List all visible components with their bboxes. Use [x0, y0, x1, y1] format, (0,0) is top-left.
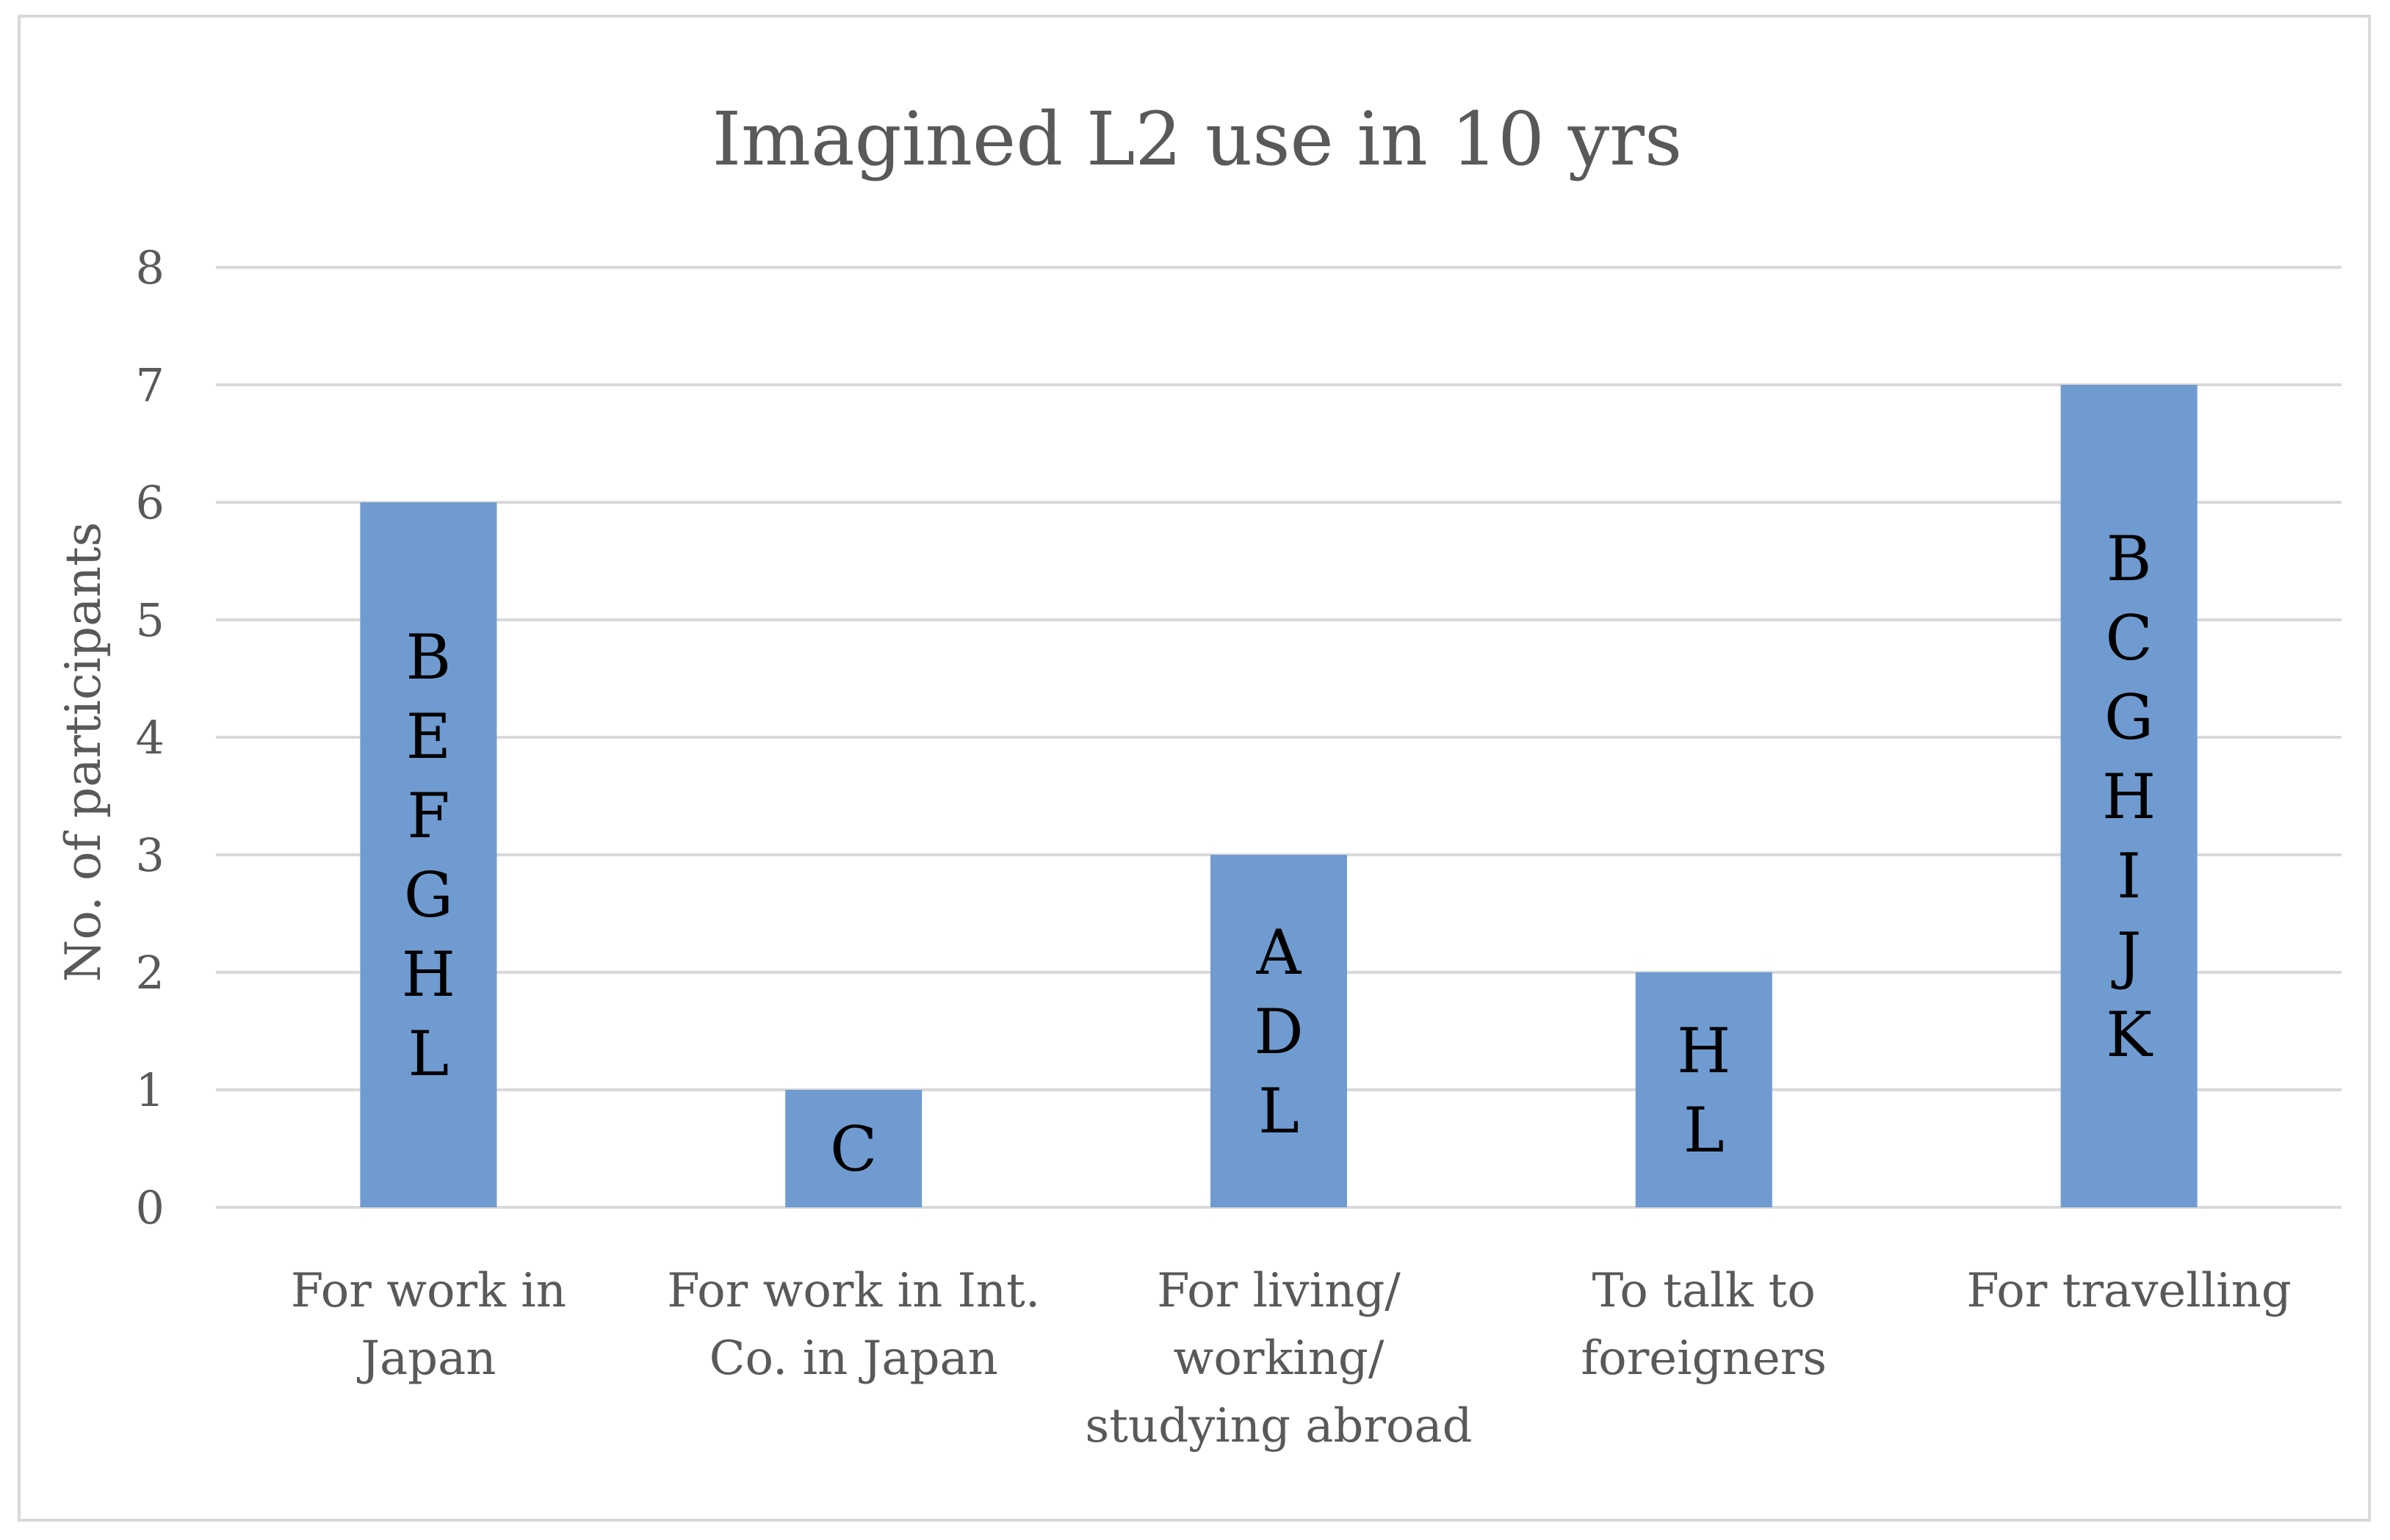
bar-letter-label: D: [1254, 996, 1303, 1068]
bar-letter-label: E: [406, 701, 451, 773]
y-tick-label: 8: [136, 241, 165, 294]
y-axis-label: No. of participants: [55, 522, 112, 983]
chart-title: Imagined L2 use in 10 yrs: [712, 96, 1683, 182]
bar-letter-label: K: [2106, 999, 2153, 1071]
y-tick-label: 5: [136, 593, 165, 647]
y-tick-label: 4: [136, 711, 165, 764]
x-category-label: foreigners: [1581, 1331, 1827, 1386]
y-tick-label: 6: [136, 476, 165, 529]
y-tick-label: 1: [136, 1063, 165, 1117]
bar-letter-label: C: [2105, 602, 2152, 674]
bar-letter-label: G: [2104, 682, 2153, 753]
bar-letter-label: L: [1258, 1075, 1299, 1147]
bar-letter-label: L: [408, 1018, 450, 1090]
y-tick-labels: 0 1 2 3 4 5 6 7 8: [136, 241, 165, 1234]
bar: [785, 1090, 923, 1207]
bar-letter-label: B: [406, 621, 452, 693]
x-category-label: To talk to: [1592, 1264, 1816, 1318]
bar-letter-label: G: [404, 859, 453, 931]
x-category-label: For living/: [1157, 1264, 1401, 1318]
bar-letter-label: L: [1683, 1094, 1725, 1166]
x-category-label: For travelling: [1966, 1264, 2291, 1318]
bar-letter-label: B: [2106, 523, 2152, 595]
y-tick-label: 2: [136, 946, 165, 999]
bars: [360, 385, 2198, 1207]
y-tick-label: 3: [136, 828, 165, 882]
bar-letter-label: H: [1677, 1015, 1730, 1087]
bar-letter-label: I: [2117, 840, 2141, 912]
x-category-label: Co. in Japan: [710, 1331, 998, 1386]
bar: [1635, 972, 1772, 1207]
x-category-labels: For work in Japan For work in Int. Co. in J…: [291, 1264, 2292, 1453]
bar: [1210, 855, 1347, 1207]
bar-letter-label: A: [1256, 917, 1302, 988]
x-category-label: For work in Int.: [667, 1264, 1040, 1318]
chart-svg: Imagined L2 use in 10 yrs No. of partici…: [55, 96, 2342, 1453]
bar: [360, 502, 497, 1207]
bar-letter-label: F: [407, 780, 450, 852]
chart-frame: Imagined L2 use in 10 yrs No. of partici…: [18, 15, 2371, 1522]
bar-letter-label: C: [830, 1113, 877, 1185]
x-category-label: Japan: [356, 1331, 496, 1386]
gridlines: [216, 266, 2342, 1209]
x-category-label: studying abroad: [1085, 1399, 1472, 1453]
y-tick-label: 0: [136, 1181, 165, 1234]
y-tick-label: 7: [136, 358, 165, 412]
bar-letter-label: H: [402, 939, 455, 1011]
bar-letter-label: H: [2102, 761, 2156, 833]
x-category-label: working/: [1174, 1331, 1384, 1386]
x-category-label: For work in: [291, 1264, 566, 1318]
bar: [2060, 385, 2198, 1207]
